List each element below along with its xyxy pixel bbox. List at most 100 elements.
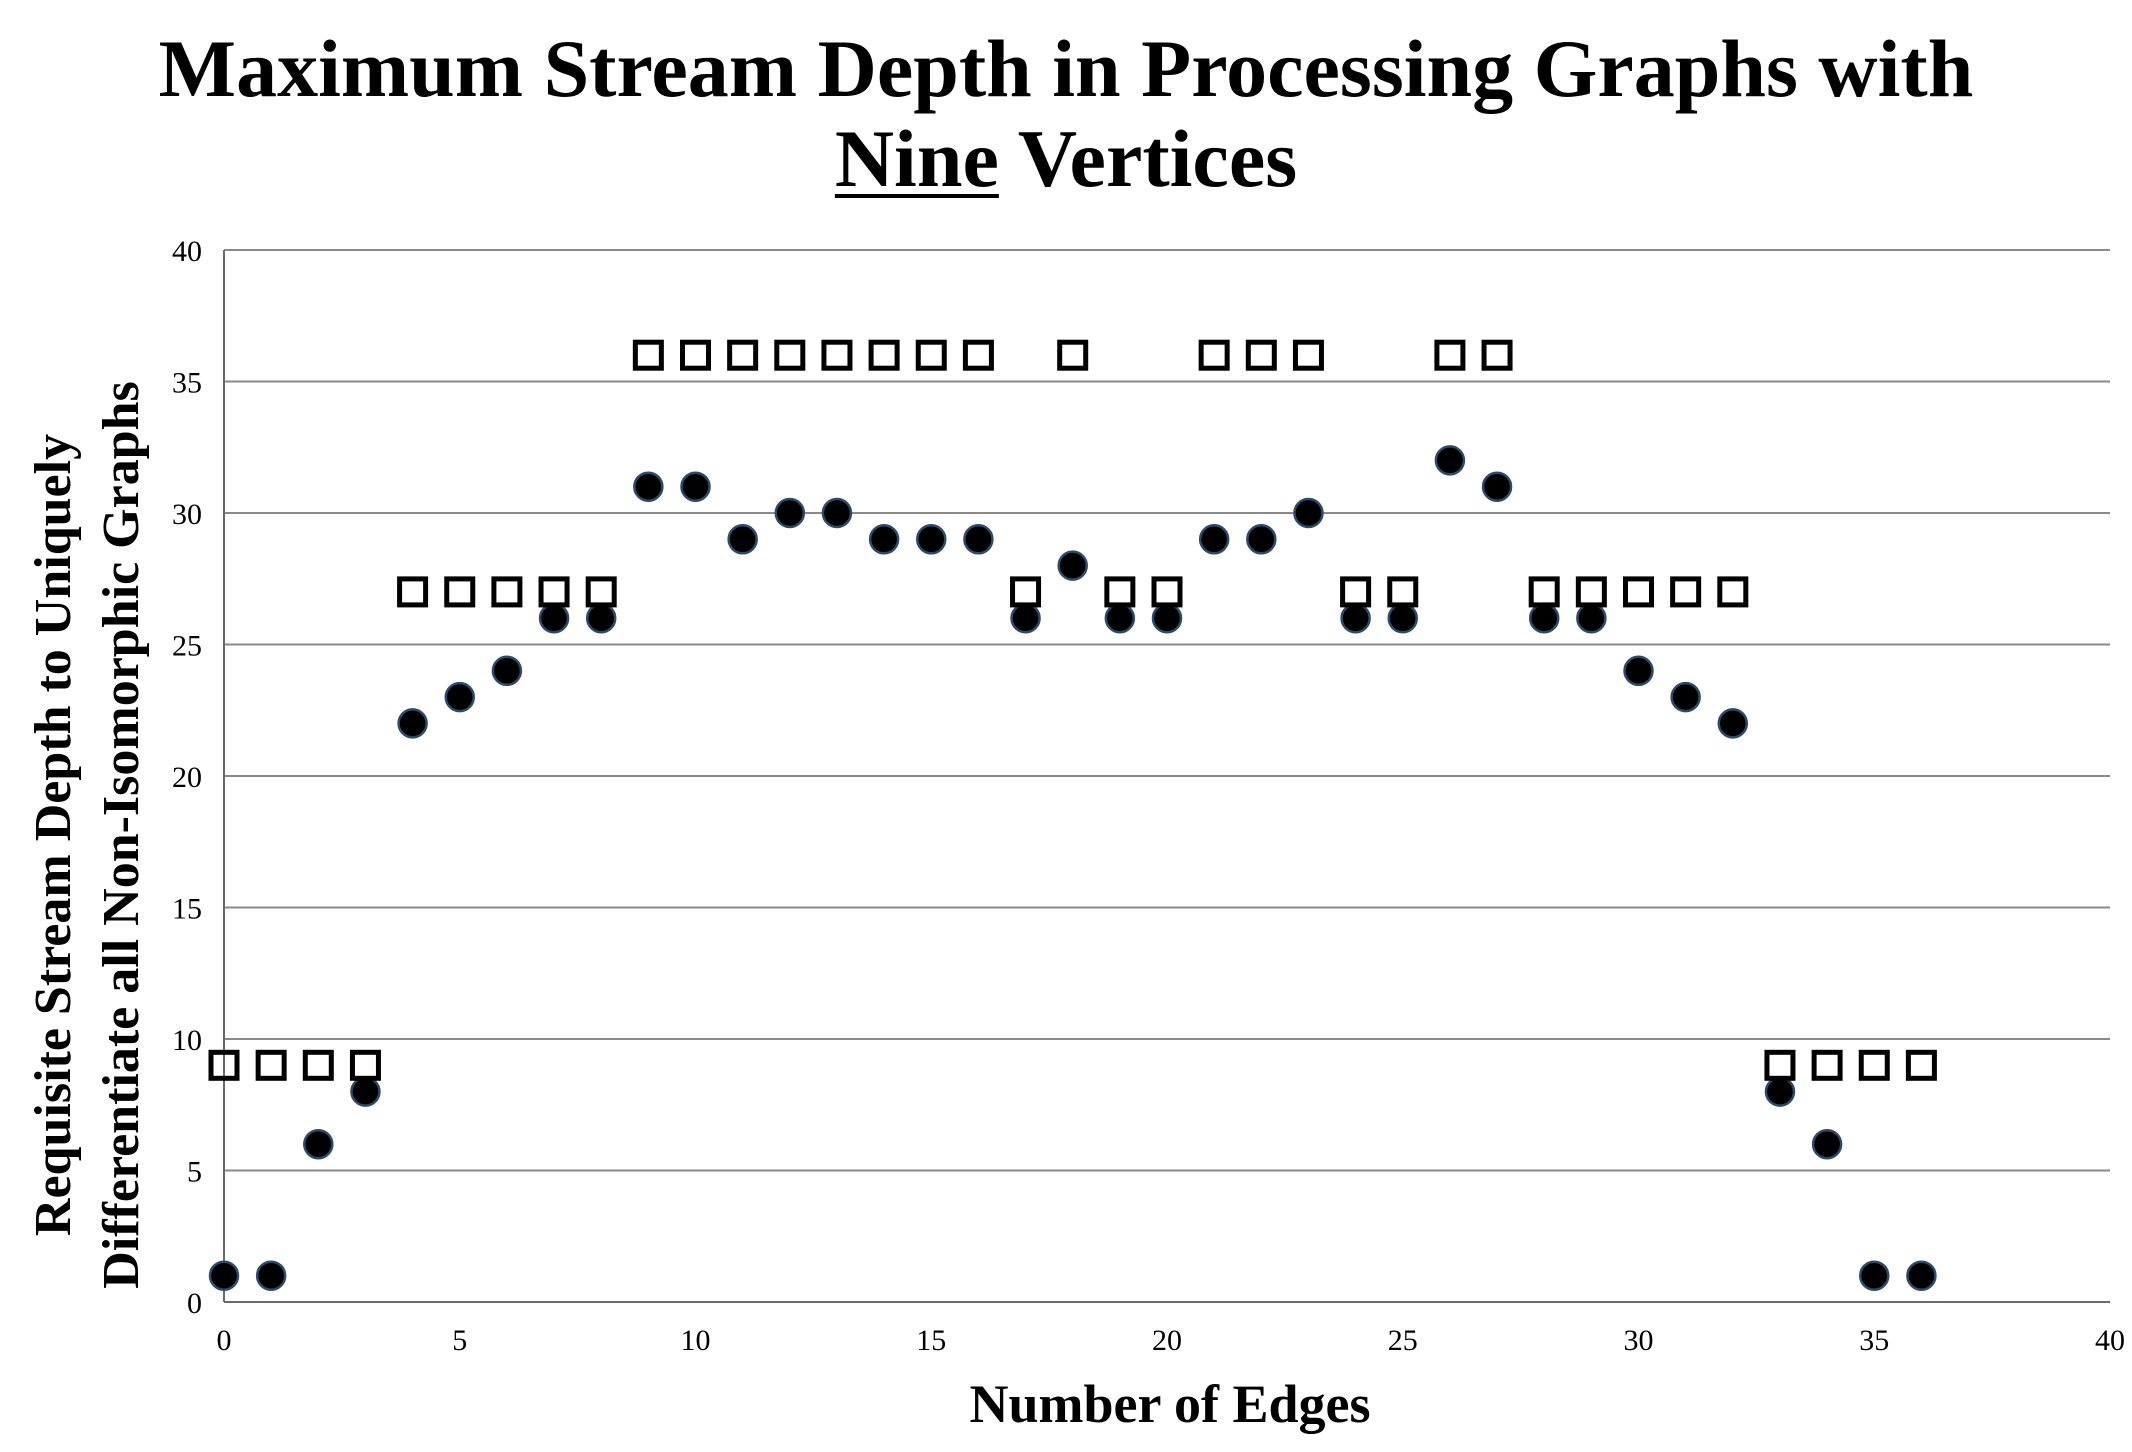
square-point-26 [1434,339,1466,371]
square-point-28 [1528,576,1560,608]
square-point-13 [821,339,853,371]
circle-point-30 [1623,655,1654,687]
square-point-25 [1387,576,1419,608]
square-point-23 [1292,339,1324,371]
circle-point-8 [585,602,617,634]
chart-title-line-2: Nine Vertices [0,118,2132,200]
x-tick-label-0: 0 [217,1324,232,1357]
circle-point-9 [633,471,664,502]
y-axis-label: Requisite Stream Depth to Uniquely Diffe… [25,381,150,1289]
x-tick-label-30: 30 [1624,1324,1654,1357]
circle-point-32 [1717,708,1749,739]
circle-point-12 [774,497,806,529]
x-tick-label-15: 15 [916,1324,946,1357]
square-point-9 [632,339,664,371]
square-point-34 [1811,1049,1843,1081]
axes [223,250,2110,1303]
circle-point-18 [1057,550,1088,581]
square-point-17 [1010,576,1042,608]
square-point-14 [868,339,900,371]
y-tick-label-15: 15 [172,893,202,926]
y-tick-label-5: 5 [187,1156,202,1189]
circle-point-20 [1151,602,1183,634]
square-point-12 [774,339,806,371]
y-tick-label-20: 20 [172,761,202,794]
circle-point-13 [821,497,853,529]
circle-point-10 [680,471,711,502]
chart-title-underlined-word: Nine [834,113,999,204]
square-point-36 [1905,1049,1937,1081]
y-tick-label-30: 30 [172,498,202,531]
square-point-18 [1057,339,1089,371]
y-tick-label-10: 10 [172,1024,202,1057]
circle-point-23 [1293,497,1324,529]
square-point-15 [915,339,947,371]
circle-point-33 [1764,1076,1796,1107]
y-axis-label-line-1: Requisite Stream Depth to Uniquely [25,434,82,1236]
circle-point-19 [1104,602,1136,634]
square-series [208,339,1937,1081]
square-point-27 [1481,339,1513,371]
square-point-7 [538,576,570,608]
circle-point-36 [1906,1260,1937,1291]
square-point-35 [1858,1049,1890,1081]
y-tick-label-0: 0 [187,1287,202,1320]
circle-point-29 [1576,602,1607,634]
circle-point-27 [1481,471,1513,502]
square-point-8 [585,576,617,608]
square-point-20 [1151,576,1183,608]
x-tick-label-10: 10 [681,1324,711,1357]
square-point-4 [397,576,429,608]
square-point-3 [349,1049,381,1081]
circle-point-14 [868,524,900,555]
square-point-31 [1670,576,1702,608]
y-tick-label-25: 25 [172,630,202,663]
x-tick-label-5: 5 [452,1324,467,1357]
square-point-10 [680,339,711,371]
circle-point-1 [255,1260,287,1291]
circle-point-22 [1246,524,1277,555]
x-tick-label-40: 40 [2095,1324,2125,1357]
circle-point-11 [727,524,758,555]
square-point-11 [727,339,759,371]
circle-point-21 [1198,524,1230,555]
circle-point-15 [916,524,947,555]
circle-point-26 [1434,445,1466,476]
circle-point-2 [303,1128,334,1160]
circle-point-0 [208,1260,240,1291]
chart-title-line-1: Maximum Stream Depth in Processing Graph… [158,23,1974,114]
circle-point-3 [350,1076,381,1107]
y-tick-label-35: 35 [172,367,202,400]
tick-labels: 0 5 10 15 20 25 30 35 40 0 5 10 15 20 25 30 35 40 [172,235,2125,1357]
circle-point-5 [444,681,475,713]
square-point-32 [1717,576,1749,608]
square-point-24 [1340,576,1372,608]
square-point-6 [491,576,523,608]
square-point-22 [1245,339,1277,371]
circle-series [208,445,1937,1291]
circle-point-24 [1340,602,1371,634]
circle-point-31 [1670,681,1701,713]
square-point-29 [1575,576,1607,608]
square-point-5 [444,576,476,608]
circle-point-17 [1010,602,1041,634]
y-tick-label-40: 40 [172,235,202,268]
circle-point-7 [538,602,570,634]
chart-title-rest: Vertices [998,113,1298,204]
square-point-1 [255,1049,287,1081]
circle-point-16 [963,524,994,555]
x-tick-label-20: 20 [1152,1324,1182,1357]
circle-point-4 [397,708,428,739]
y-axis-label-line-2: Differentiate all Non-Isomorphic Graphs [93,381,150,1289]
square-point-2 [302,1049,334,1081]
square-point-16 [962,339,994,371]
circle-point-25 [1387,602,1418,634]
square-point-30 [1623,576,1654,608]
x-tick-label-35: 35 [1859,1324,1889,1357]
circle-point-28 [1528,602,1560,634]
circle-point-34 [1811,1128,1843,1160]
square-point-19 [1104,576,1136,608]
circle-point-35 [1859,1260,1890,1291]
